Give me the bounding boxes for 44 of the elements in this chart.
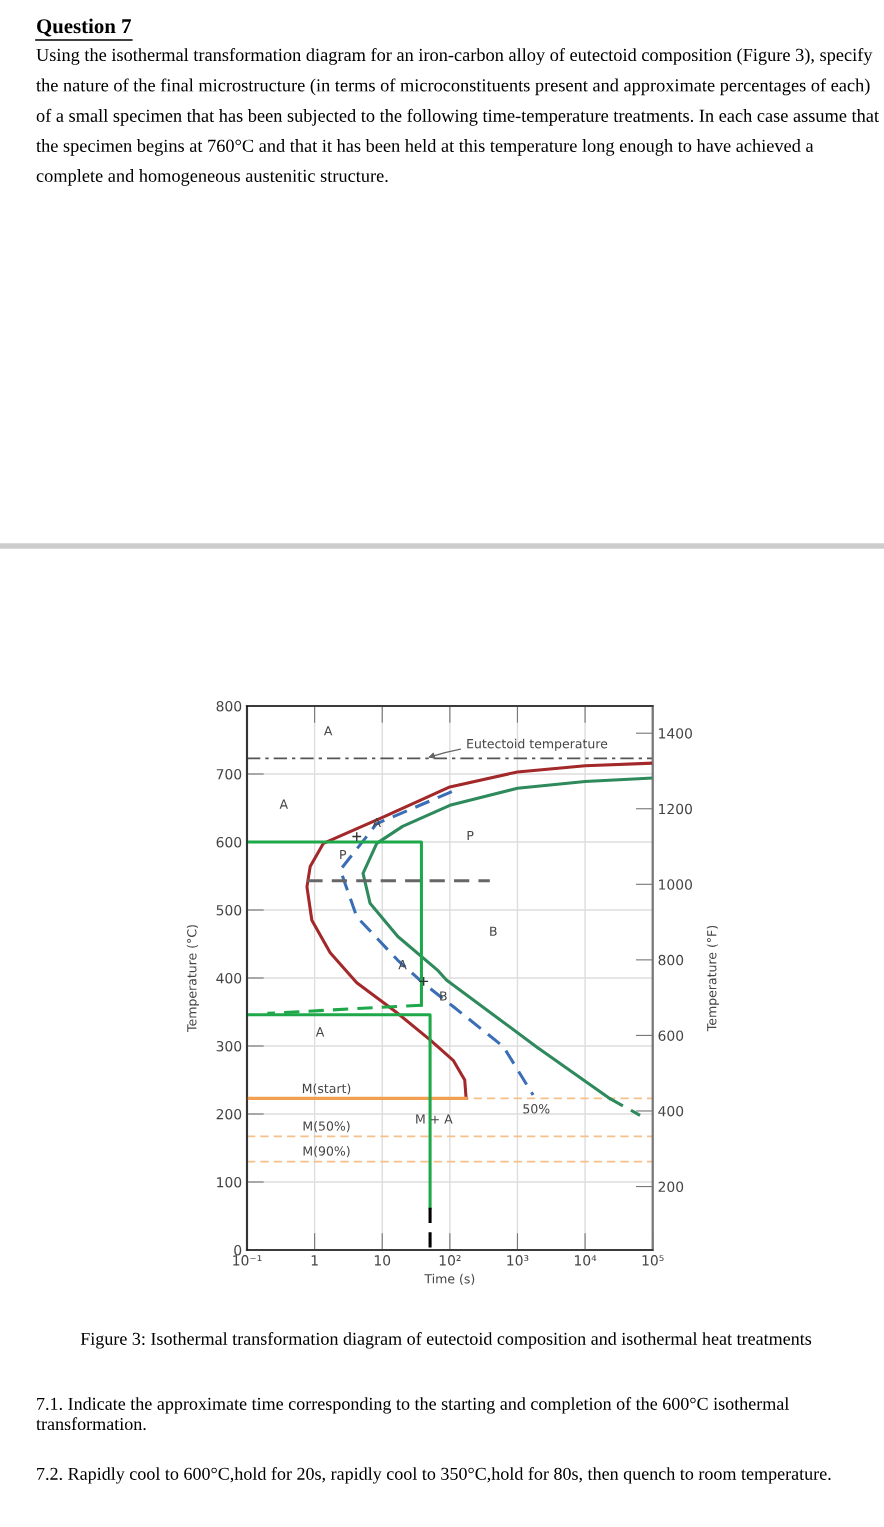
y2-tick-label: 1400 [659, 728, 692, 739]
text: 7.2. Rapidly cool to 600°C,hold for 20s, rapidly cool to 350°C,hold for 80s, then quench to room temperature. [37, 1467, 831, 1484]
annotation: M(90%) [303, 1146, 350, 1158]
annotation: 50% [523, 1104, 550, 1114]
y-tick-label: 600 [216, 836, 242, 848]
annotation: A [323, 726, 333, 736]
x-tick-label: 10⁻¹ [233, 1255, 262, 1266]
x-tick-label: 10³ [507, 1255, 529, 1266]
y-tick-label: 400 [216, 972, 242, 984]
y2-tick-label: 400 [658, 1105, 684, 1117]
y-tick-label: 0 [234, 1244, 242, 1256]
y2-tick-label: 600 [658, 1030, 684, 1041]
y2-tick-label: 200 [658, 1181, 684, 1193]
annotation: M(start) [302, 1083, 351, 1095]
annotation: P [340, 849, 347, 860]
y2-axis-title: Temperature (°F) [706, 925, 719, 1032]
caption: Figure 3: Isothermal transformation diagram of eutectoid composition and isothermal heat treatments [80, 1332, 812, 1349]
x-axis-title: Time (s) [424, 1273, 475, 1286]
ref-line-label: Eutectoid temperature [467, 738, 608, 751]
y-tick-label: 100 [217, 1176, 242, 1188]
y-tick-label: 800 [216, 700, 242, 712]
annotation: P [467, 830, 474, 841]
y2-tick-label: 1200 [659, 803, 692, 815]
y-tick-label: 500 [216, 904, 242, 916]
annotation: B [440, 991, 447, 1001]
annotation: B [490, 926, 497, 936]
y-tick-label: 700 [216, 768, 242, 780]
annotation: A [372, 817, 381, 828]
y2-tick-label: 800 [658, 954, 684, 966]
y2-tick-label: 1000 [659, 879, 692, 890]
annotation: M(50%) [303, 1121, 350, 1133]
chart-title: Question 7 [37, 18, 131, 37]
x-tick-label: 10⁴ [574, 1255, 597, 1266]
x-tick-label: 1 [311, 1255, 318, 1266]
x-tick-label: 10² [439, 1255, 461, 1266]
text: 7.1. Indicate the approximate time corresponding to the starting and completion of the 600°C isothermal transformation. [36, 1397, 789, 1431]
x-tick-label: 10 [374, 1255, 391, 1266]
annotation: A [279, 799, 288, 809]
x-tick-label: 10⁵ [642, 1255, 664, 1266]
y-tick-label: 300 [216, 1040, 242, 1052]
y-tick-label: 200 [216, 1108, 242, 1120]
chart-subtitle: Using the isothermal transformation diagram for an iron-carbon alloy of eutectoid composition (Figure 3), specify the nature of the final microstructure (in terms of microconstituents present and approximate percentages of each) of a small specimen that has been subjected to the following time-temperature treatments. In each case assume that the specimen begins at 760°C and that it has been held at this temperature long enough to have achieved a complete and homogeneous austenitic structure. [36, 48, 879, 186]
annotation: A [315, 1027, 325, 1037]
y-axis-title: Temperature (°C) [186, 925, 199, 1032]
